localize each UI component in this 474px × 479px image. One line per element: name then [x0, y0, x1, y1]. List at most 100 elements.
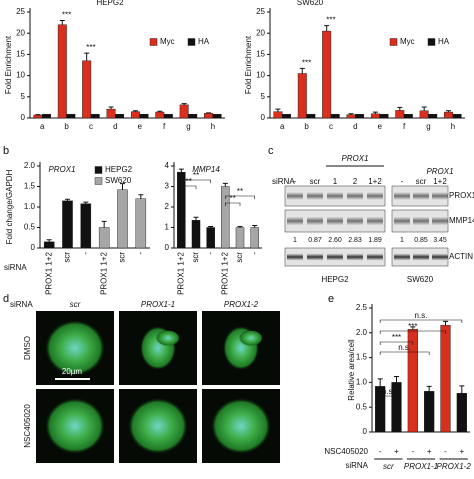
x-tick-label: d — [353, 122, 357, 131]
bar — [177, 172, 185, 248]
y-tick-label: 2.0 — [24, 161, 36, 170]
bar — [156, 112, 165, 118]
bar — [322, 31, 331, 118]
y-tick-label: 2.0 — [356, 328, 368, 337]
quant: 1 — [293, 237, 297, 244]
chart-title: SW620 — [297, 0, 324, 7]
error-bar — [223, 183, 228, 186]
y-tick-label: 5 — [21, 92, 26, 101]
bar — [164, 114, 173, 118]
x-tick-label: f — [163, 122, 166, 131]
row-label: NSC405020 — [324, 447, 368, 456]
group-label: PROX1-2 — [437, 462, 472, 471]
bar — [453, 114, 462, 118]
blot-band — [432, 253, 448, 260]
bar — [441, 325, 451, 432]
lane-label: - — [401, 177, 404, 186]
x-tick-label: c — [89, 122, 93, 131]
blot-band — [287, 253, 303, 260]
y-tick-label: 1.0 — [24, 202, 36, 211]
blot-band — [327, 217, 343, 226]
y-tick-label: 2 — [165, 202, 170, 211]
blot-band — [327, 253, 343, 260]
y-tick-label: 0 — [363, 427, 368, 436]
y-tick-label: 1.5 — [356, 353, 368, 362]
legend-label: HA — [198, 37, 210, 46]
significance: *** — [62, 11, 71, 20]
bar — [213, 114, 222, 118]
x-tick-label: + — [427, 447, 432, 456]
lane-label: 2 — [353, 177, 358, 186]
error-bar — [443, 321, 448, 325]
y-tick-label: 5 — [261, 92, 266, 101]
significance: *** — [86, 43, 95, 52]
significance: n.s. — [415, 311, 428, 320]
blot-row-label: ACTIN — [449, 252, 473, 261]
lane-label: 1+2 — [433, 177, 447, 186]
bar — [371, 114, 380, 118]
y-tick-label: 3 — [165, 182, 170, 191]
blot-band — [307, 192, 323, 200]
blot-band — [394, 253, 410, 260]
significance: ** — [230, 194, 236, 203]
cell — [211, 398, 271, 454]
bar — [207, 228, 215, 249]
row-label: DMSO — [23, 336, 32, 360]
significance: n.s. — [382, 387, 395, 396]
panel-letter: d — [3, 293, 9, 305]
error-bar — [102, 221, 107, 227]
y-axis-label: Fold change/GAPDH — [5, 169, 14, 244]
error-bar — [109, 107, 114, 109]
legend-swatch — [95, 167, 102, 174]
bar — [115, 114, 124, 118]
x-tick-label: + — [394, 447, 399, 456]
error-bar — [60, 20, 65, 24]
blot-band — [287, 217, 303, 226]
lane-label: scr — [310, 177, 321, 186]
blot-band — [367, 217, 383, 226]
y-tick-label: 10 — [16, 71, 25, 80]
blot-band — [347, 253, 363, 260]
panel-letter: b — [3, 145, 9, 157]
blot-band — [394, 217, 410, 226]
x-tick-label: e — [137, 122, 142, 131]
error-bar — [422, 107, 427, 111]
x-tick-label: - — [136, 252, 145, 255]
bar — [274, 112, 283, 118]
y-axis-label: Fold Enrichment — [4, 35, 13, 94]
error-bar — [373, 112, 378, 114]
bar — [192, 220, 200, 248]
error-bar — [397, 107, 402, 110]
bar — [140, 114, 149, 118]
x-tick-label: PROX1 1+2 — [44, 251, 53, 294]
x-tick-label: + — [459, 447, 464, 456]
blot-band — [413, 253, 429, 260]
significance: ** — [237, 187, 243, 196]
blot-band — [287, 192, 303, 200]
x-tick-label: b — [304, 122, 309, 131]
bar — [117, 190, 127, 248]
x-tick-label: - — [250, 252, 259, 255]
quant: 1 — [400, 237, 404, 244]
cell — [239, 330, 263, 346]
x-tick-label: scr — [63, 252, 72, 263]
x-tick-label: - — [379, 447, 382, 456]
y-tick-label: 0 — [261, 113, 266, 122]
quant: 2.83 — [348, 237, 362, 244]
bar — [307, 114, 316, 118]
bar — [58, 25, 67, 118]
error-bar — [84, 53, 89, 61]
blot-band — [307, 253, 323, 260]
y-tick-label: 0 — [31, 243, 36, 252]
row-label: siRNA — [345, 461, 368, 470]
quant: 0.87 — [308, 237, 322, 244]
blot-band — [432, 217, 448, 226]
y-tick-label: 0 — [165, 243, 170, 252]
significance: *** — [326, 16, 335, 25]
bar — [404, 114, 413, 118]
significance: *** — [392, 333, 401, 342]
y-tick-label: 1.0 — [356, 378, 368, 387]
x-tick-label: scr — [191, 252, 200, 263]
x-tick-label: e — [377, 122, 382, 131]
row-label: siRNA — [272, 177, 295, 186]
